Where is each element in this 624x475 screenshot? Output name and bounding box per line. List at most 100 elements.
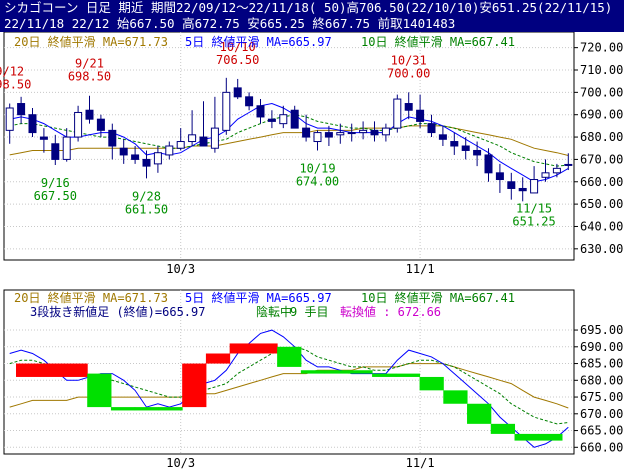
candle-body: [393, 98, 402, 129]
candle-body: [108, 129, 117, 147]
candle-body: [461, 145, 470, 151]
lower-y-tick-label: 660.00: [580, 440, 623, 454]
candle-body: [450, 141, 459, 147]
upper-y-tick-label: 640.00: [580, 219, 623, 233]
annotation-date: 9/28: [132, 189, 161, 203]
candle-body: [62, 136, 71, 160]
candle-body: [564, 163, 573, 166]
annotation-date: 9/12: [0, 65, 24, 79]
lower-y-tick-label: 695.00: [580, 323, 623, 337]
candle-body: [188, 134, 197, 143]
candle-body: [404, 103, 413, 111]
lower-legend-ma5: 5日 終値平滑 MA=665.97: [185, 290, 332, 305]
candle-body: [541, 172, 550, 178]
candle-body: [507, 181, 516, 189]
lower-x-tick-label: 10/3: [166, 456, 195, 470]
candle-body: [530, 179, 539, 194]
annotation-value: 651.25: [512, 215, 555, 229]
ma5-line: [9, 102, 569, 183]
candle-body: [347, 132, 356, 135]
annotation-value: 661.50: [125, 202, 168, 216]
lower-x-tick-label: 11/1: [406, 456, 435, 470]
legend-ma5: 5日 終値平滑 MA=665.97: [185, 34, 332, 49]
break-brick: [372, 373, 397, 377]
break-brick: [63, 363, 88, 377]
candle-body: [142, 158, 151, 167]
break-reversal-label: 転換値 : 672.66: [340, 304, 441, 319]
break-brick: [490, 423, 516, 434]
candle-body: [313, 132, 322, 143]
candle-body: [381, 127, 390, 136]
upper-y-tick-label: 710.00: [580, 63, 623, 77]
annotation-date: 10/19: [299, 161, 335, 175]
annotation-value: 698.50: [0, 78, 31, 92]
candle-body: [176, 141, 185, 149]
header-line-2: 22/11/18 22/12 始667.50 高672.75 安665.25 終…: [4, 16, 456, 31]
break-brick: [538, 433, 563, 441]
candle-body: [210, 127, 219, 149]
candle-body: [222, 91, 231, 131]
candle-body: [74, 111, 83, 138]
header-line-1: シカゴコーン 日足 期近 期間22/09/12〜22/11/18( 50)高70…: [4, 0, 613, 15]
candle-body: [165, 145, 174, 156]
lower-legend-ma10: 10日 終値平滑 MA=667.41: [361, 290, 515, 305]
break-brick: [324, 370, 349, 374]
annotation-date: 10/31: [391, 53, 427, 67]
break-brick: [395, 373, 421, 377]
annotation-value: 698.50: [68, 70, 111, 84]
candle-body: [290, 109, 299, 129]
candle-body: [28, 114, 37, 134]
break-brick: [253, 343, 278, 354]
lower-plot-frame: [3, 289, 575, 455]
annotation-value: 706.50: [216, 53, 259, 67]
break-brick: [158, 407, 183, 411]
upper-y-tick-label: 660.00: [580, 175, 623, 189]
candle-body: [131, 154, 140, 160]
lower-y-tick-label: 665.00: [580, 424, 623, 438]
candle-body: [256, 105, 265, 118]
candle-body: [245, 96, 254, 107]
candle-body: [153, 152, 162, 165]
break-brick: [39, 363, 64, 377]
break-brick: [229, 343, 254, 354]
upper-y-tick-label: 700.00: [580, 85, 623, 99]
upper-y-tick-label: 690.00: [580, 108, 623, 122]
legend-ma20: 20日 終値平滑 MA=671.73: [14, 34, 168, 49]
ma10-line: [9, 114, 569, 167]
break-brick: [514, 433, 539, 441]
upper-y-tick-label: 720.00: [580, 41, 623, 55]
candle-body: [5, 107, 14, 131]
break-count-label: 9 手目: [290, 305, 328, 319]
break-trend-label: 陰転中: [256, 304, 292, 319]
break-brick: [277, 346, 302, 367]
candle-body: [39, 136, 48, 140]
candle-body: [370, 129, 379, 136]
break-brick: [134, 407, 159, 411]
candle-body: [279, 114, 288, 125]
break-brick: [443, 390, 468, 404]
break-brick: [300, 370, 326, 374]
candle-body: [427, 123, 436, 134]
break-brick: [419, 376, 444, 391]
upper-y-tick-label: 680.00: [580, 130, 623, 144]
lower-y-tick-label: 675.00: [580, 390, 623, 404]
title-bar: シカゴコーン 日足 期近 期間22/09/12〜22/11/18( 50)高70…: [0, 0, 624, 32]
candle-body: [85, 109, 94, 120]
annotation-value: 674.00: [296, 174, 339, 188]
upper-y-tick-label: 670.00: [580, 152, 623, 166]
break-brick: [110, 407, 136, 411]
lower-y-tick-label: 685.00: [580, 357, 623, 371]
upper-x-tick-label: 10/3: [166, 262, 195, 276]
annotation-value: 667.50: [34, 189, 77, 203]
candle-body: [438, 134, 447, 140]
ma20-line: [9, 125, 569, 156]
candle-body: [359, 129, 368, 134]
candle-body: [302, 127, 311, 138]
candle-body: [518, 187, 527, 192]
upper-y-tick-label: 630.00: [580, 242, 623, 256]
candle-body: [96, 118, 105, 131]
upper-y-tick-label: 650.00: [580, 197, 623, 211]
candle-body: [119, 147, 128, 156]
break-brick: [205, 353, 231, 364]
